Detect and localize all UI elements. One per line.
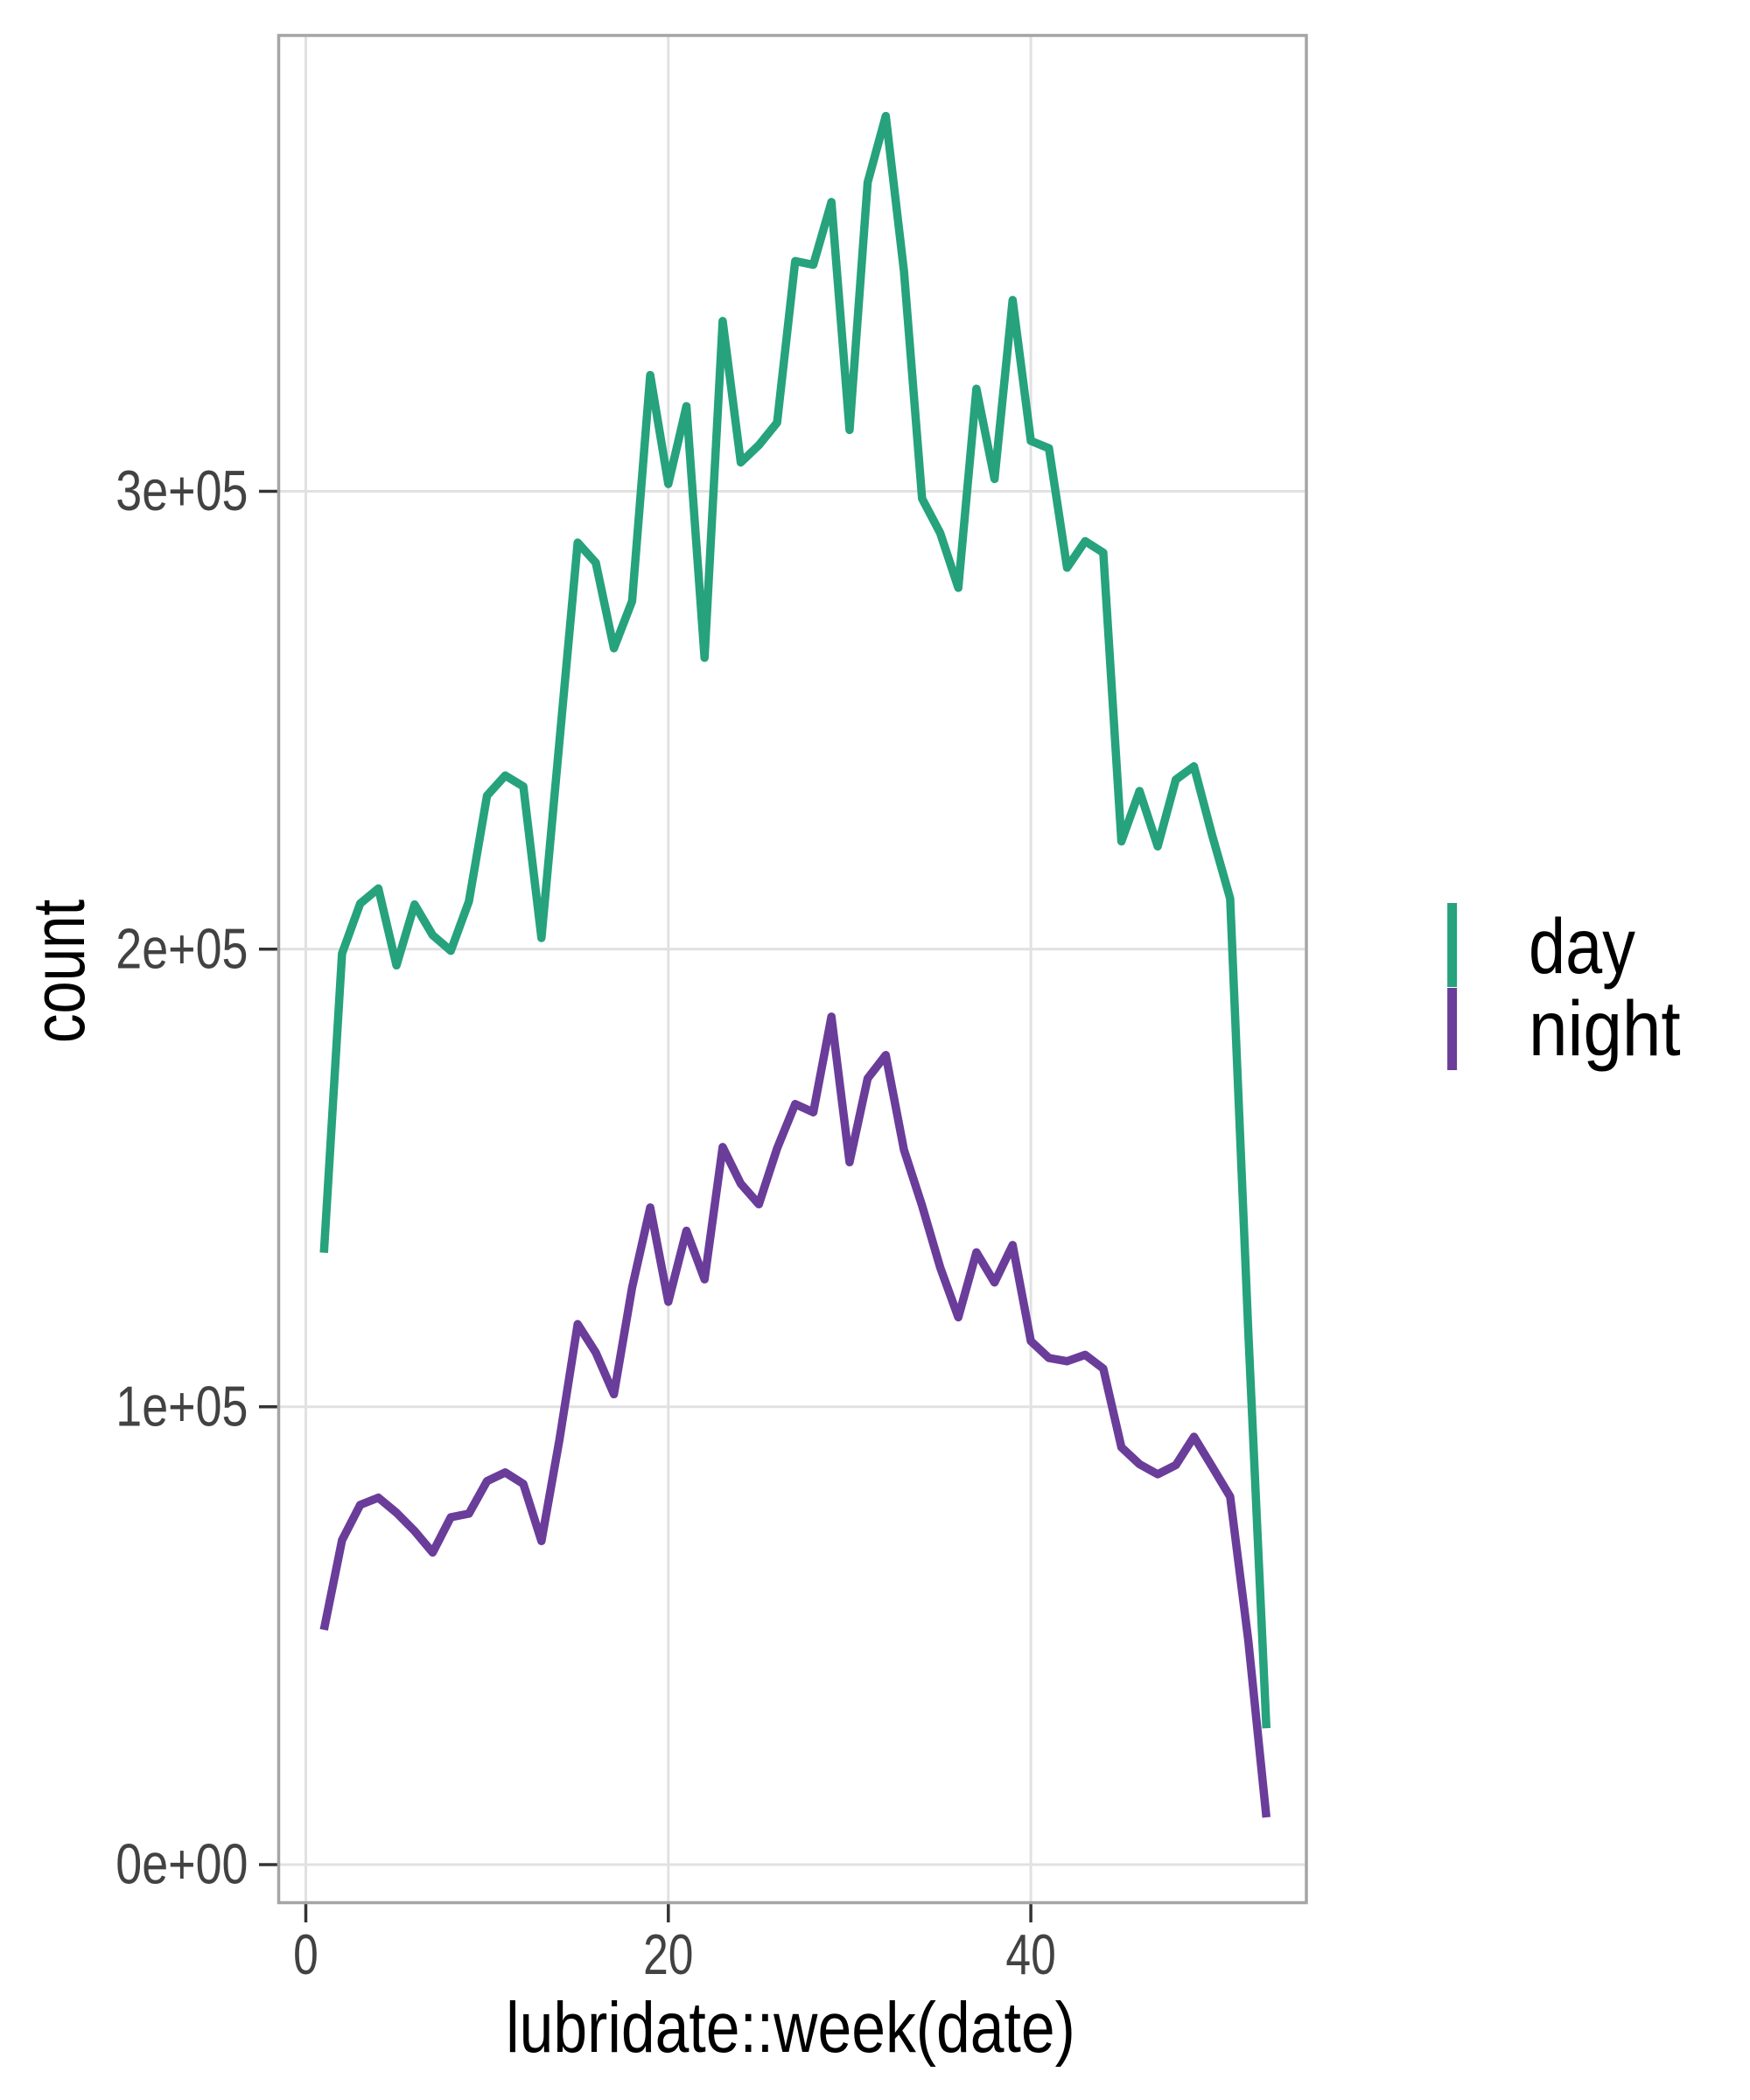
svg-text:0e+00: 0e+00: [116, 1832, 248, 1896]
svg-text:20: 20: [643, 1924, 693, 1987]
svg-text:lubridate::week(date): lubridate::week(date): [506, 1988, 1075, 2068]
svg-text:day: day: [1529, 902, 1636, 990]
svg-text:3e+05: 3e+05: [116, 459, 248, 523]
svg-text:40: 40: [1005, 1924, 1055, 1987]
svg-text:2e+05: 2e+05: [116, 917, 248, 981]
svg-text:0: 0: [293, 1924, 318, 1987]
svg-text:1e+05: 1e+05: [116, 1375, 248, 1438]
svg-text:night: night: [1529, 984, 1681, 1072]
svg-text:count: count: [18, 900, 101, 1043]
